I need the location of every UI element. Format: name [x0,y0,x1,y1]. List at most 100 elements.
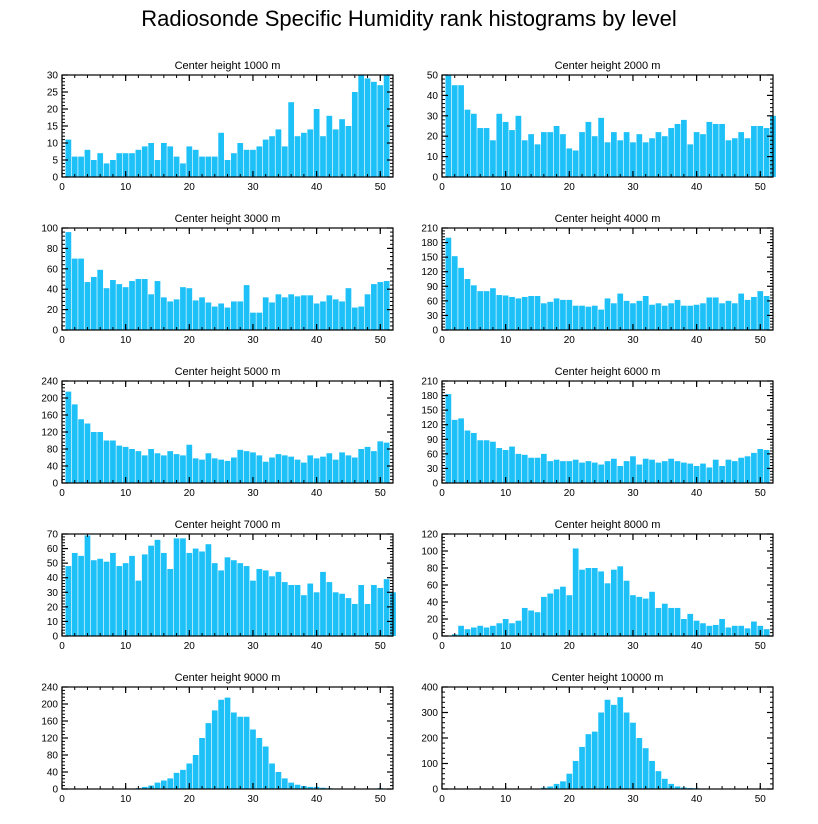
bar [572,305,579,330]
bar [358,449,365,483]
bar [129,555,135,636]
bar [547,593,554,636]
y-tick-label: 30 [427,311,439,322]
bar [205,302,212,330]
bar [477,291,484,330]
y-tick-label: 20 [427,132,439,143]
bar [186,146,193,177]
bar [224,160,231,177]
x-tick-label: 40 [691,641,703,652]
bar [630,303,636,330]
x-tick-label: 10 [120,641,132,652]
bar [224,697,231,790]
y-tick-label: 0 [432,326,438,337]
y-tick-label: 0 [432,173,438,184]
y-tick-label: 120 [41,428,58,439]
bar [553,589,560,636]
bar [307,295,314,330]
x-tick-label: 50 [755,794,767,805]
bar [135,580,142,636]
bar [141,146,148,177]
bar [464,430,471,483]
bar [528,610,534,636]
y-tick-label: 120 [421,267,438,278]
bar [250,149,256,177]
x-tick-label: 0 [439,182,445,193]
y-tick-label: 150 [421,406,438,417]
bar [269,763,275,789]
bar [515,115,522,177]
bar [547,461,554,483]
bar [377,587,384,636]
bar [135,279,142,330]
bar [231,301,237,330]
bar [611,132,617,177]
y-tick-label: 40 [427,598,439,609]
bar [307,583,314,636]
bar [725,627,732,636]
histogram-panel-2: Center height 2000 m 0 10 20 30 40 50 0 10 20 30 40… [427,60,776,193]
bar [744,628,751,636]
bar [579,132,585,177]
y-tick-label: 70 [47,530,59,541]
x-tick-label: 50 [375,794,387,805]
y-tick-label: 180 [421,391,438,402]
bar [540,453,547,483]
bar [339,119,345,177]
bar [313,458,320,483]
bar [97,153,104,177]
bar [122,153,129,177]
x-tick-label: 50 [375,182,387,193]
y-tick-label: 50 [427,71,439,82]
bar [71,258,78,330]
x-tick-label: 30 [247,641,259,652]
bar [135,451,142,484]
bar [320,136,326,177]
bar [502,295,509,330]
bar [566,595,573,636]
bar [712,624,719,636]
bar [173,454,180,483]
bar [173,156,180,177]
bar [326,453,333,483]
x-tick-label: 40 [311,488,323,499]
bar [585,306,592,330]
bar [515,620,522,636]
bar [623,580,630,636]
x-tick-label: 40 [691,794,703,805]
bar [725,140,732,177]
bar [681,119,687,177]
x-tick-label: 50 [375,488,387,499]
y-tick-label: 10 [47,139,59,150]
bar [598,117,604,177]
bar [515,298,522,330]
bar [725,459,732,483]
bar [186,552,193,636]
bar [623,461,630,483]
bar [751,452,757,483]
bar [211,306,218,330]
bar [313,109,320,177]
y-tick-label: 15 [47,122,59,133]
bar [167,568,174,636]
x-tick-label: 0 [439,794,445,805]
bar [326,582,333,636]
bar [383,442,390,484]
bar [642,296,649,330]
bar [566,299,573,330]
bar [237,563,244,636]
bar [78,555,84,636]
x-tick-label: 40 [311,182,323,193]
bar [154,453,161,483]
y-tick-label: 60 [427,296,439,307]
bar [90,432,97,483]
bar [445,394,452,483]
bar [706,297,713,330]
bar [129,281,135,330]
x-tick-label: 20 [184,641,196,652]
page-title: Radiosonde Specific Humidity rank histog… [141,6,677,31]
bar [540,596,547,636]
histogram-panel-4: Center height 4000 m 0 10 20 30 40 50 0 30 60 90 12… [421,213,774,346]
x-tick-label: 50 [755,641,767,652]
x-tick-label: 40 [691,488,703,499]
